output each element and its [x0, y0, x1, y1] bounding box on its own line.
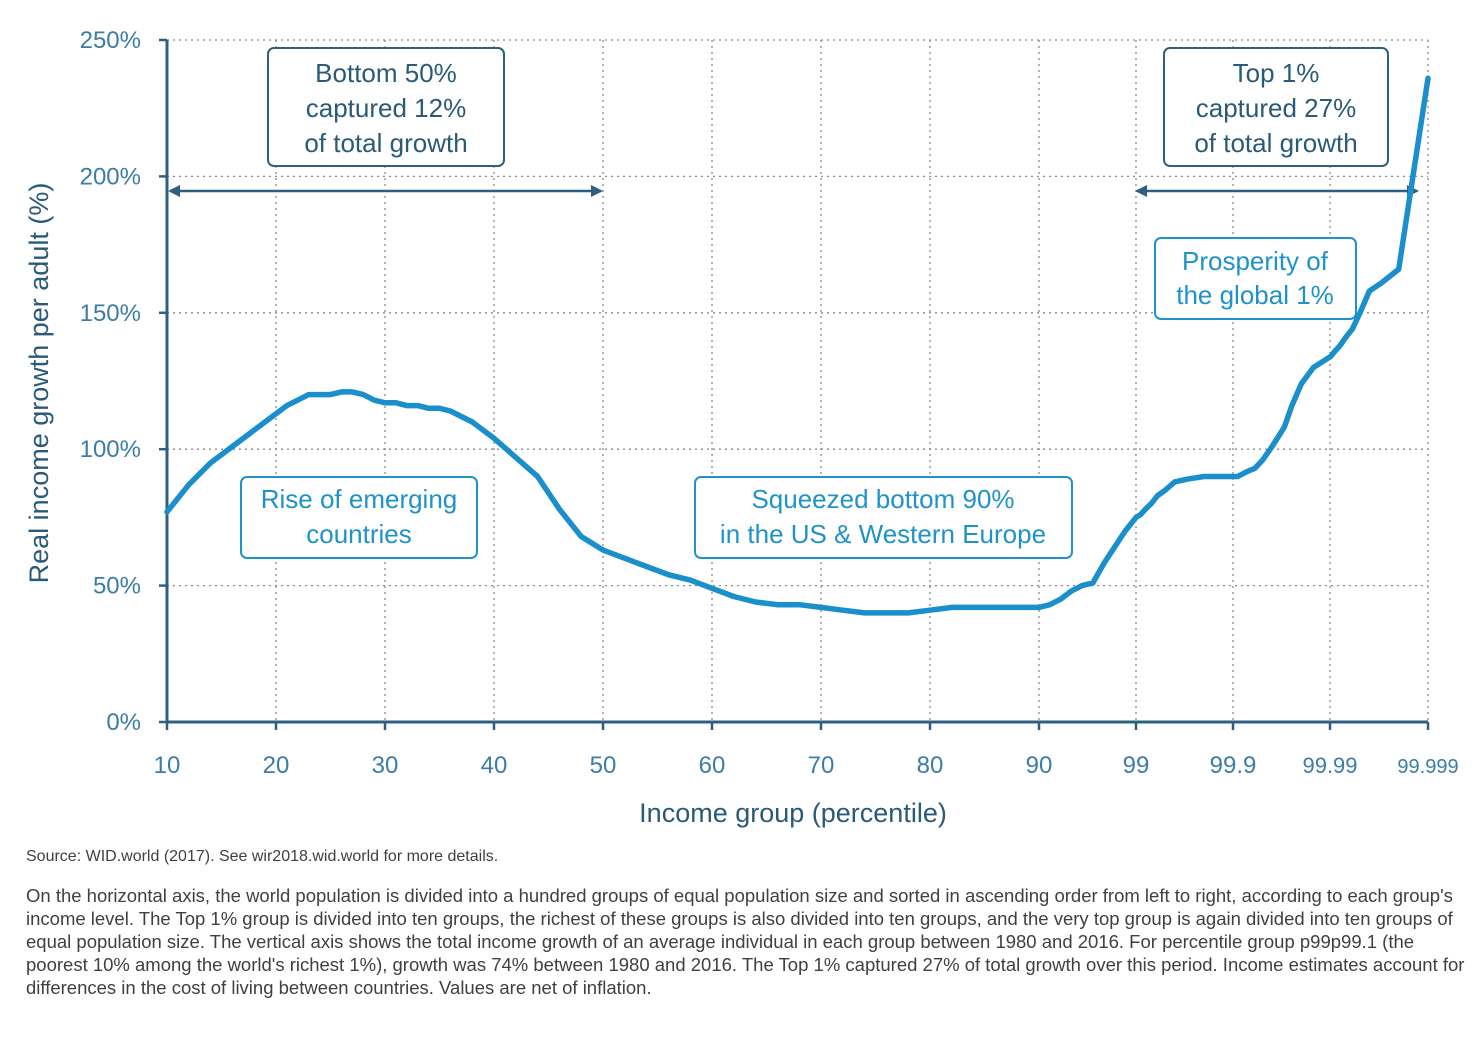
svg-text:Squeezed bottom 90%: Squeezed bottom 90%	[751, 484, 1014, 514]
y-tick-label: 0%	[106, 709, 141, 736]
svg-text:of total growth: of total growth	[1194, 128, 1357, 158]
y-tick-label: 100%	[80, 436, 141, 463]
y-tick-labels: 0% 50% 100% 150% 200% 250%	[80, 27, 141, 736]
svg-text:in the US & Western Europe: in the US & Western Europe	[720, 519, 1046, 549]
grid	[167, 39, 1429, 722]
x-tick-label: 20	[263, 752, 290, 779]
svg-text:Rise of emerging: Rise of emerging	[261, 484, 458, 514]
prosperity-annotation: Prosperity of the global 1%	[1154, 237, 1357, 320]
y-tick-label: 200%	[80, 163, 141, 190]
x-tick-label: 30	[372, 752, 399, 779]
x-tick-label: 60	[699, 752, 726, 779]
svg-text:captured 27%: captured 27%	[1196, 93, 1356, 123]
svg-text:Top 1%: Top 1%	[1233, 58, 1320, 88]
emerging-annotation: Rise of emerging countries	[240, 476, 478, 559]
x-tick-label: 99.999	[1397, 756, 1458, 778]
x-tick-label: 99	[1123, 752, 1150, 779]
series-line	[164, 75, 1431, 616]
top1-annotation: Top 1% captured 27% of total growth	[1163, 47, 1389, 167]
svg-text:Prosperity of: Prosperity of	[1182, 246, 1329, 276]
y-tick-label: 250%	[80, 27, 141, 54]
axes	[159, 38, 1430, 730]
source-note: Source: WID.world (2017). See wir2018.wi…	[26, 848, 499, 865]
svg-text:of total growth: of total growth	[304, 128, 467, 158]
y-axis-title: Real income growth per adult (%)	[24, 183, 54, 584]
x-tick-label: 70	[808, 752, 835, 779]
svg-text:countries: countries	[306, 519, 412, 549]
y-tick-label: 50%	[93, 573, 141, 600]
svg-text:captured 12%: captured 12%	[306, 93, 466, 123]
explanatory-note: On the horizontal axis, the world popula…	[26, 885, 1465, 998]
bottom50-annotation: Bottom 50% captured 12% of total growth	[267, 47, 505, 167]
squeezed-annotation: Squeezed bottom 90% in the US & Western …	[694, 476, 1073, 559]
x-tick-label: 10	[154, 752, 181, 779]
chart: 0% 50% 100% 150% 200% 250% 10 20 30 40 50 60 70 80 90…	[24, 27, 1459, 828]
svg-text:Bottom 50%: Bottom 50%	[315, 58, 457, 88]
x-tick-label: 99.99	[1302, 753, 1357, 778]
x-tick-label: 50	[590, 752, 617, 779]
x-axis-title: Income group (percentile)	[639, 798, 947, 828]
x-tick-labels: 10 20 30 40 50 60 70 80 90 99 99.9 99.99 99.999	[154, 752, 1459, 779]
svg-text:the global 1%: the global 1%	[1176, 280, 1334, 310]
x-tick-label: 80	[917, 752, 944, 779]
y-tick-label: 150%	[80, 300, 141, 327]
x-tick-label: 90	[1026, 752, 1053, 779]
x-tick-label: 40	[481, 752, 508, 779]
x-tick-label: 99.9	[1210, 752, 1257, 779]
